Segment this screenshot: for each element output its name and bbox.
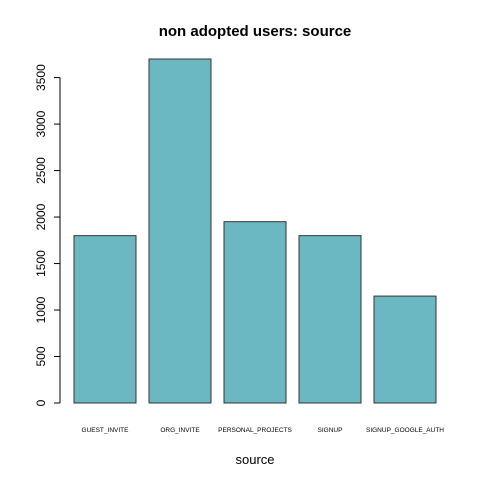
x-tick-labels: GUEST_INVITE ORG_INVITE PERSONAL_PROJECTS S… <box>82 427 445 434</box>
y-tick-label: 0 <box>34 399 48 406</box>
bar-signup-google-auth <box>373 295 437 404</box>
y-tick-label: 3000 <box>34 110 48 137</box>
bar-org-invite <box>148 58 212 404</box>
y-tick-label: 1000 <box>34 296 48 323</box>
x-tick-label: PERSONAL_PROJECTS <box>218 427 292 434</box>
x-axis-label: source <box>235 452 274 467</box>
y-tick-label: 1500 <box>34 250 48 277</box>
y-axis: 0 500 1000 1500 2000 2500 3000 3500 <box>34 64 61 406</box>
y-tick-label: 3500 <box>34 64 48 91</box>
y-tick-label: 500 <box>34 346 48 366</box>
x-tick-label: ORG_INVITE <box>160 427 200 434</box>
bar-personal-projects <box>223 221 287 404</box>
bar-signup <box>298 235 362 404</box>
y-tick-label: 2000 <box>34 203 48 230</box>
bars-group <box>73 58 437 404</box>
y-tick-label: 2500 <box>34 157 48 184</box>
x-tick-label: GUEST_INVITE <box>82 427 130 434</box>
x-tick-label: SIGNUP <box>318 427 343 434</box>
chart-title: non adopted users: source <box>159 23 352 40</box>
bar-guest-invite <box>73 235 137 404</box>
x-tick-label: SIGNUP_GOOGLE_AUTH <box>366 427 444 434</box>
